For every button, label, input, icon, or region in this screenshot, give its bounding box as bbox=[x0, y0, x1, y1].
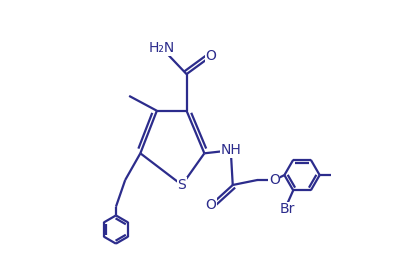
Text: O: O bbox=[206, 49, 217, 63]
Text: O: O bbox=[206, 198, 217, 212]
Text: Br: Br bbox=[280, 202, 296, 216]
Text: H₂N: H₂N bbox=[149, 41, 175, 55]
Text: S: S bbox=[178, 178, 186, 192]
Text: O: O bbox=[269, 173, 280, 187]
Text: NH: NH bbox=[220, 143, 241, 157]
